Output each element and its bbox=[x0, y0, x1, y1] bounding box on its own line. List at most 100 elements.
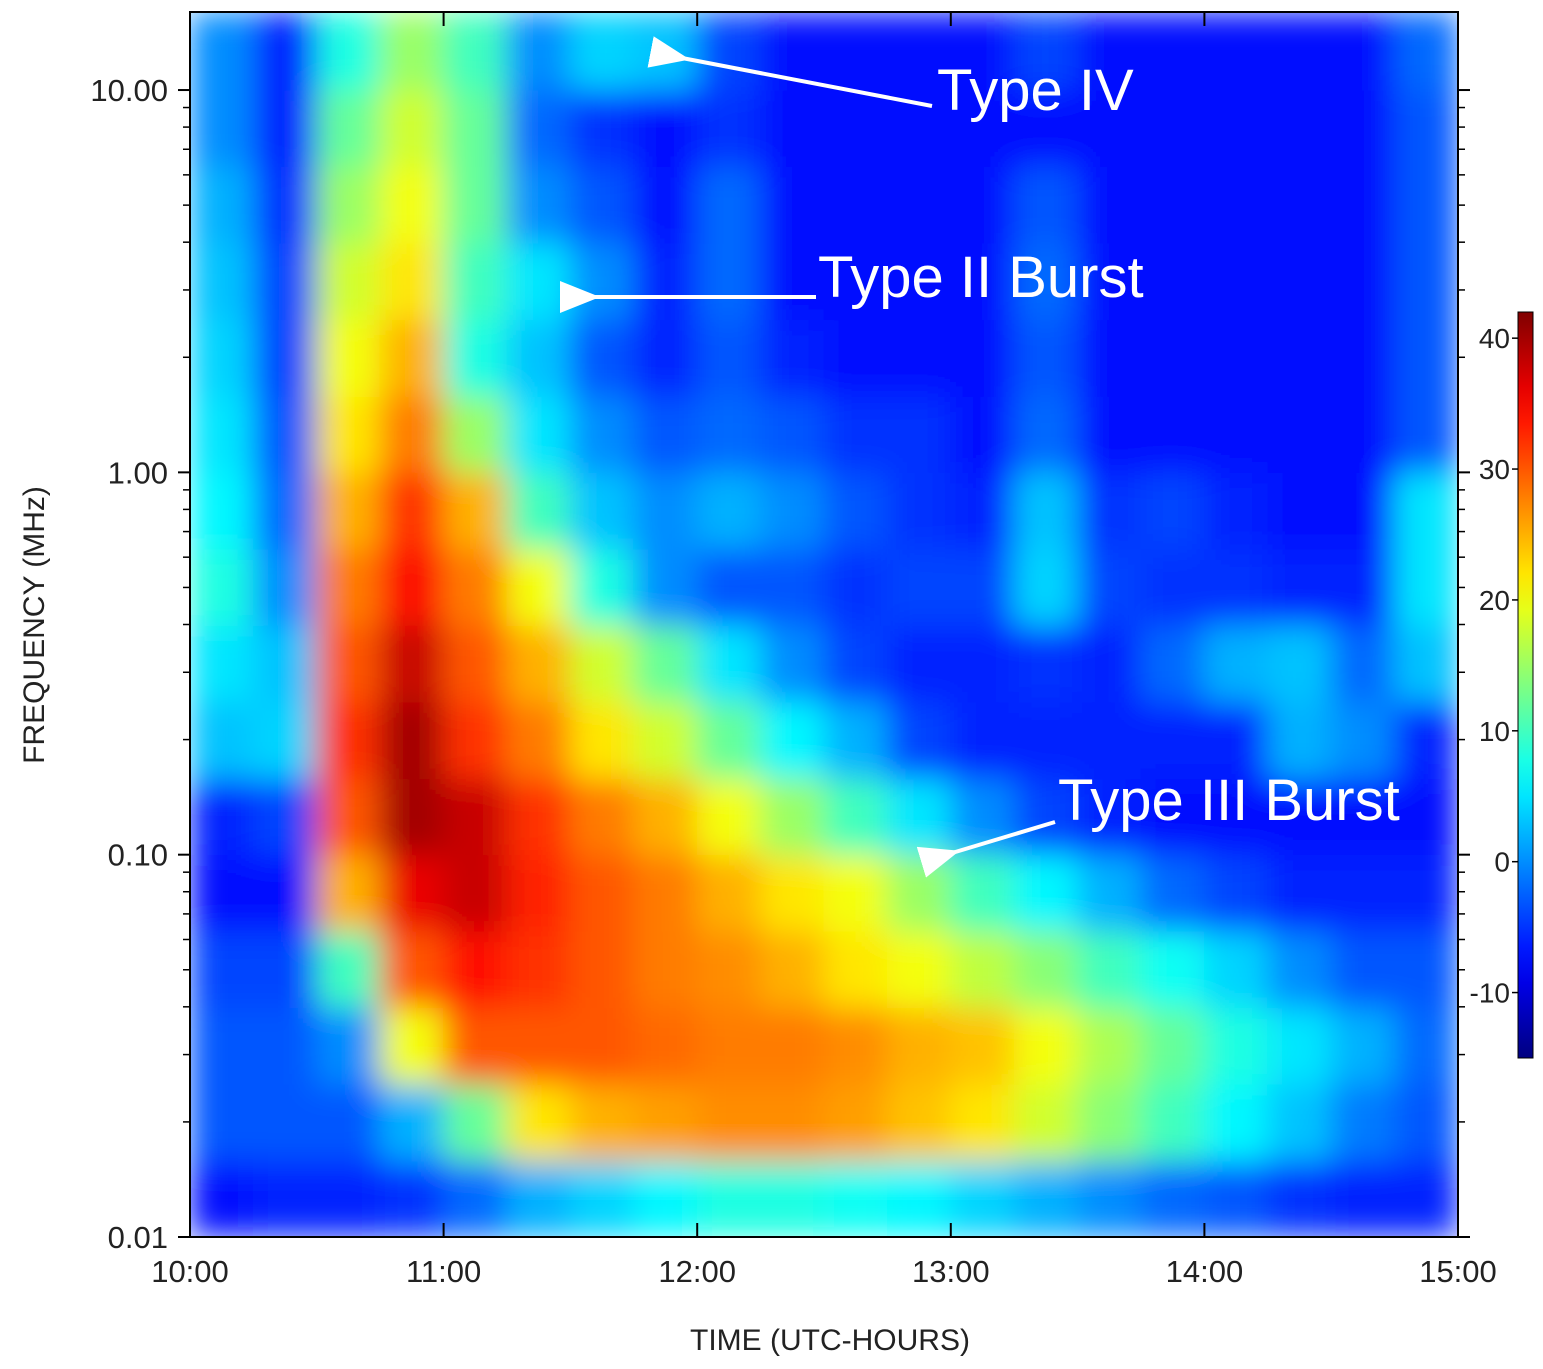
heatmap-cell bbox=[1140, 548, 1205, 626]
heatmap-cells bbox=[190, 12, 1458, 1237]
heatmap-cell bbox=[696, 854, 762, 932]
heatmap-cell bbox=[252, 1083, 318, 1162]
heatmap-cell bbox=[506, 1083, 571, 1162]
x-tick-label: 13:00 bbox=[912, 1254, 990, 1289]
heatmap-cell bbox=[760, 471, 825, 550]
heatmap-cell bbox=[1077, 548, 1142, 626]
heatmap-cell bbox=[1330, 1007, 1396, 1085]
colorbar-tick-label: 20 bbox=[1479, 585, 1510, 616]
heatmap-cell bbox=[1267, 165, 1332, 244]
heatmap-cell bbox=[379, 89, 445, 167]
heatmap-cell bbox=[886, 1160, 952, 1237]
heatmap-cell bbox=[696, 242, 762, 321]
colorbar-tick-label: -10 bbox=[1470, 978, 1510, 1009]
heatmap-cell bbox=[760, 778, 825, 856]
heatmap-cell bbox=[1203, 624, 1269, 703]
heatmap-cell bbox=[190, 624, 254, 703]
heatmap-cell bbox=[950, 701, 1015, 780]
heatmap-cell bbox=[950, 89, 1015, 167]
heatmap-cell bbox=[1394, 701, 1458, 780]
heatmap-cell bbox=[506, 930, 571, 1009]
heatmap-cell bbox=[316, 624, 381, 703]
heatmap-cell bbox=[1394, 930, 1458, 1009]
heatmap-cell bbox=[1203, 471, 1269, 550]
heatmap-cell bbox=[1203, 1083, 1269, 1162]
heatmap-cell bbox=[1267, 12, 1332, 91]
heatmap-cell bbox=[633, 471, 698, 550]
heatmap-cell bbox=[569, 1160, 635, 1237]
heatmap-cell bbox=[316, 242, 381, 321]
heatmap-cell bbox=[886, 854, 952, 932]
heatmap-cell bbox=[950, 12, 1015, 91]
heatmap-cell bbox=[252, 1160, 318, 1237]
heatmap-cell bbox=[696, 471, 762, 550]
heatmap-cell bbox=[823, 471, 888, 550]
heatmap-cell bbox=[823, 1007, 888, 1085]
heatmap-cell bbox=[886, 1083, 952, 1162]
heatmap-cell bbox=[1077, 701, 1142, 780]
heatmap-cell bbox=[1330, 548, 1396, 626]
heatmap-cell bbox=[1267, 778, 1332, 856]
heatmap-cell bbox=[1140, 89, 1205, 167]
heatmap-cell bbox=[190, 778, 254, 856]
heatmap-cell bbox=[1077, 854, 1142, 932]
heatmap-cell bbox=[443, 854, 508, 932]
heatmap-cell bbox=[379, 624, 445, 703]
heatmap-cell bbox=[569, 319, 635, 397]
heatmap-cell bbox=[633, 1160, 698, 1237]
heatmap-cell bbox=[760, 930, 825, 1009]
heatmap-cell bbox=[1267, 89, 1332, 167]
heatmap-cell bbox=[696, 1160, 762, 1237]
heatmap-cell bbox=[252, 624, 318, 703]
heatmap-cell bbox=[696, 778, 762, 856]
heatmap-cell bbox=[760, 854, 825, 932]
heatmap-cell bbox=[696, 89, 762, 167]
heatmap-cell bbox=[506, 395, 571, 473]
heatmap-cell bbox=[569, 778, 635, 856]
heatmap-cell bbox=[1013, 165, 1079, 244]
heatmap-cell bbox=[633, 930, 698, 1009]
heatmap-cell bbox=[823, 89, 888, 167]
heatmap-cell bbox=[252, 1007, 318, 1085]
heatmap-cell bbox=[1013, 1007, 1079, 1085]
heatmap-cell bbox=[1203, 89, 1269, 167]
heatmap-cell bbox=[633, 395, 698, 473]
heatmap-cell bbox=[190, 471, 254, 550]
heatmap-cell bbox=[1140, 854, 1205, 932]
heatmap-cell bbox=[1394, 548, 1458, 626]
heatmap-cell bbox=[1394, 89, 1458, 167]
heatmap-cell bbox=[1140, 471, 1205, 550]
heatmap-cell bbox=[1267, 319, 1332, 397]
heatmap-cell bbox=[443, 548, 508, 626]
heatmap-cell bbox=[760, 1083, 825, 1162]
heatmap-cell bbox=[316, 701, 381, 780]
heatmap-cell bbox=[1394, 471, 1458, 550]
heatmap-cell bbox=[569, 701, 635, 780]
heatmap-cell bbox=[886, 471, 952, 550]
heatmap-cell bbox=[633, 624, 698, 703]
heatmap-cell bbox=[1013, 242, 1079, 321]
heatmap-cell bbox=[1203, 701, 1269, 780]
heatmap-cell bbox=[569, 548, 635, 626]
heatmap-cell bbox=[316, 1007, 381, 1085]
heatmap-cell bbox=[316, 319, 381, 397]
heatmap-cell bbox=[252, 395, 318, 473]
heatmap-cell bbox=[823, 12, 888, 91]
heatmap-cell bbox=[1077, 319, 1142, 397]
heatmap-cell bbox=[823, 1160, 888, 1237]
heatmap-cell bbox=[569, 1007, 635, 1085]
heatmap-cell bbox=[1140, 319, 1205, 397]
heatmap-cell bbox=[696, 1083, 762, 1162]
heatmap-cell bbox=[506, 778, 571, 856]
heatmap-cell bbox=[569, 12, 635, 91]
heatmap-cell bbox=[886, 624, 952, 703]
heatmap-cell bbox=[190, 89, 254, 167]
heatmap-cell bbox=[950, 242, 1015, 321]
heatmap-cell bbox=[950, 1007, 1015, 1085]
heatmap-cell bbox=[316, 854, 381, 932]
heatmap-cell bbox=[1013, 548, 1079, 626]
heatmap-cell bbox=[696, 624, 762, 703]
heatmap-cell bbox=[696, 395, 762, 473]
heatmap-cell bbox=[1267, 471, 1332, 550]
heatmap-cell bbox=[760, 624, 825, 703]
